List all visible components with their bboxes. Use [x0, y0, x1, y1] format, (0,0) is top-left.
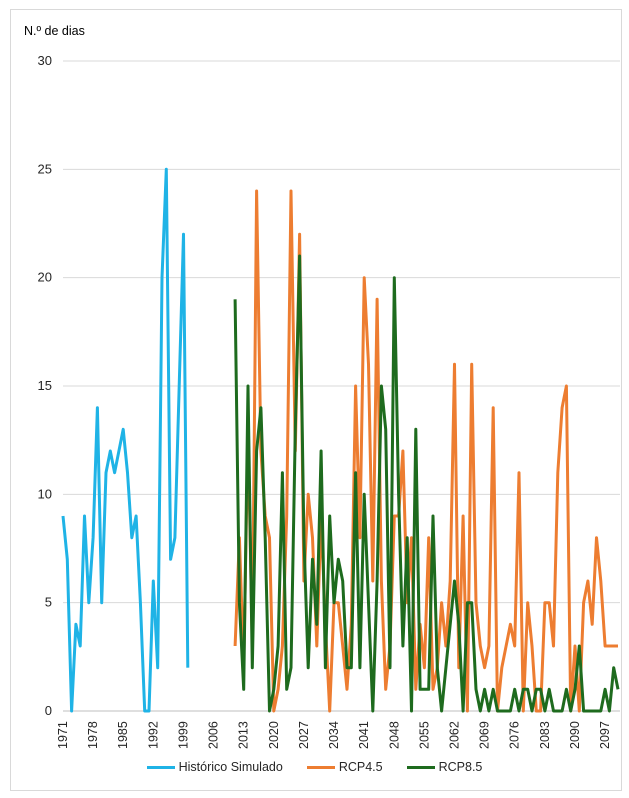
legend-swatch	[146, 765, 175, 769]
legend-item: Histórico Simulado	[146, 760, 283, 774]
legend-item: RCP4.5	[306, 760, 383, 774]
y-tick-label: 15	[38, 378, 52, 393]
x-tick-label: 2076	[508, 721, 522, 749]
x-tick-label: 2083	[538, 721, 552, 749]
x-tick-label: 2027	[297, 721, 311, 749]
x-tick-label: 2062	[448, 721, 462, 749]
x-tick-label: 1985	[116, 721, 130, 749]
y-tick-label: 20	[38, 270, 52, 285]
y-tick-labels: 0 5 10 15 20 25 30	[38, 53, 52, 718]
series-lines	[61, 167, 620, 713]
x-tick-label: 2097	[598, 721, 612, 749]
gridlines	[63, 60, 620, 712]
legend-swatch	[406, 765, 435, 769]
legend: Histórico Simulado RCP4.5 RCP8.5	[0, 760, 629, 774]
y-tick-label: 5	[45, 595, 52, 610]
series-line	[61, 167, 190, 713]
x-tick-label: 1992	[146, 721, 160, 749]
legend-swatch	[306, 765, 335, 769]
x-tick-labels: 1971 1978 1985 1992 1999 2006 2013 2020 2027 2034…	[56, 721, 612, 749]
y-tick-label: 10	[38, 486, 52, 501]
x-tick-label: 1978	[86, 721, 100, 749]
series-line	[233, 254, 620, 713]
x-tick-label: 1971	[56, 721, 70, 749]
x-tick-label: 2069	[478, 721, 492, 749]
x-tick-label: 2041	[357, 721, 371, 749]
chart-frame	[10, 9, 622, 791]
x-tick-label: 2090	[568, 721, 582, 749]
x-tick-label: 1999	[176, 721, 190, 749]
x-tick-label: 2013	[237, 721, 251, 749]
legend-label: Histórico Simulado	[178, 760, 283, 774]
legend-label: RCP4.5	[338, 760, 383, 774]
y-tick-label: 25	[38, 161, 52, 176]
y-axis-label: N.º de dias	[24, 24, 85, 38]
y-tick-label: 30	[38, 53, 52, 68]
x-tick-label: 2055	[417, 721, 431, 749]
x-tick-label: 2020	[267, 721, 281, 749]
x-tick-label: 2034	[327, 721, 341, 749]
x-tick-label: 2006	[207, 721, 221, 749]
legend-item: RCP8.5	[406, 760, 483, 774]
x-tick-label: 2048	[387, 721, 401, 749]
legend-label: RCP8.5	[438, 760, 483, 774]
y-tick-label: 0	[45, 703, 52, 718]
